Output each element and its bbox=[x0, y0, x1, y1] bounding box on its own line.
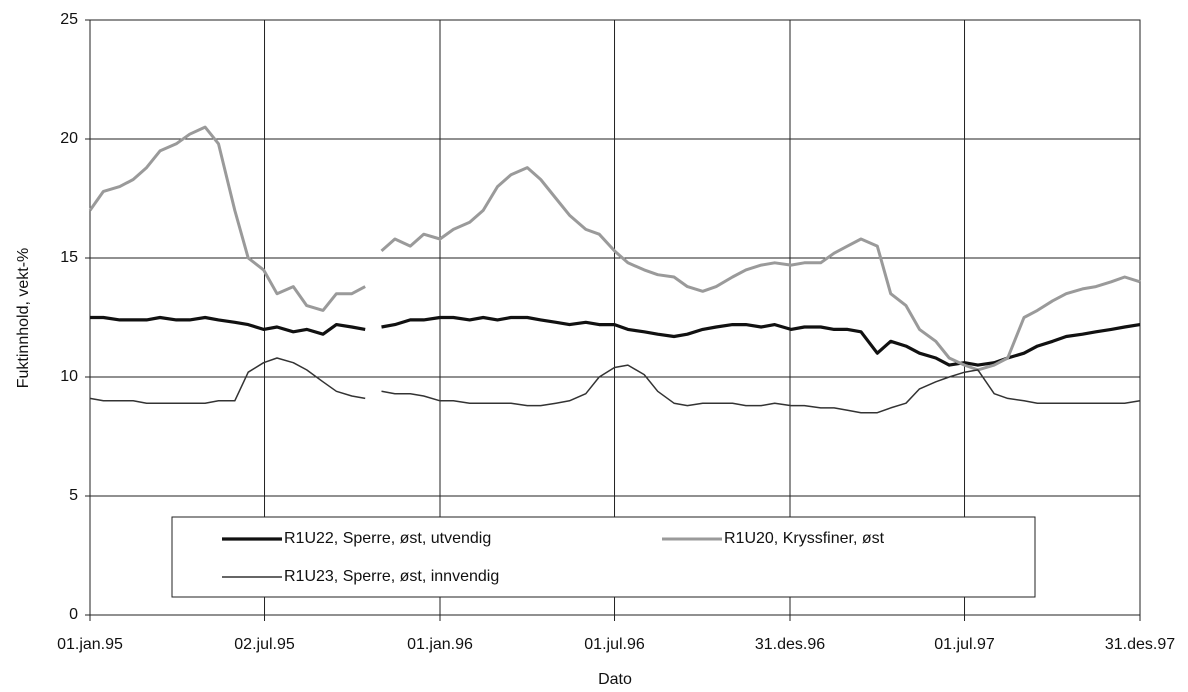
series-line bbox=[381, 315, 1141, 367]
y-tick-label: 20 bbox=[60, 130, 78, 147]
series-line bbox=[380, 166, 1141, 372]
y-tick-label: 0 bbox=[69, 606, 78, 623]
x-axis-label: Dato bbox=[598, 671, 632, 688]
series-line bbox=[89, 357, 366, 404]
x-tick-label: 01.jan.96 bbox=[407, 636, 473, 653]
x-tick-label: 01.jul.96 bbox=[584, 636, 645, 653]
x-tick-label: 31.des.96 bbox=[755, 636, 825, 653]
x-tick-label: 01.jul.97 bbox=[934, 636, 995, 653]
y-tick-label: 25 bbox=[60, 11, 78, 28]
y-tick-label: 15 bbox=[60, 249, 78, 266]
legend-label: R1U22, Sperre, øst, utvendig bbox=[284, 530, 491, 547]
x-tick-label: 01.jan.95 bbox=[57, 636, 123, 653]
legend-label: R1U23, Sperre, øst, innvendig bbox=[284, 568, 499, 585]
x-tick-label: 31.des.97 bbox=[1105, 636, 1175, 653]
series-line bbox=[90, 315, 366, 336]
legend-label: R1U20, Kryssfiner, øst bbox=[724, 530, 885, 547]
y-tick-label: 10 bbox=[60, 368, 78, 385]
y-axis-label: Fuktinnhold, vekt-% bbox=[15, 248, 32, 389]
y-tick-label: 5 bbox=[69, 487, 78, 504]
legend-box bbox=[171, 516, 1036, 598]
series-line bbox=[88, 125, 366, 312]
series-line bbox=[381, 364, 1141, 414]
x-tick-label: 02.jul.95 bbox=[234, 636, 295, 653]
